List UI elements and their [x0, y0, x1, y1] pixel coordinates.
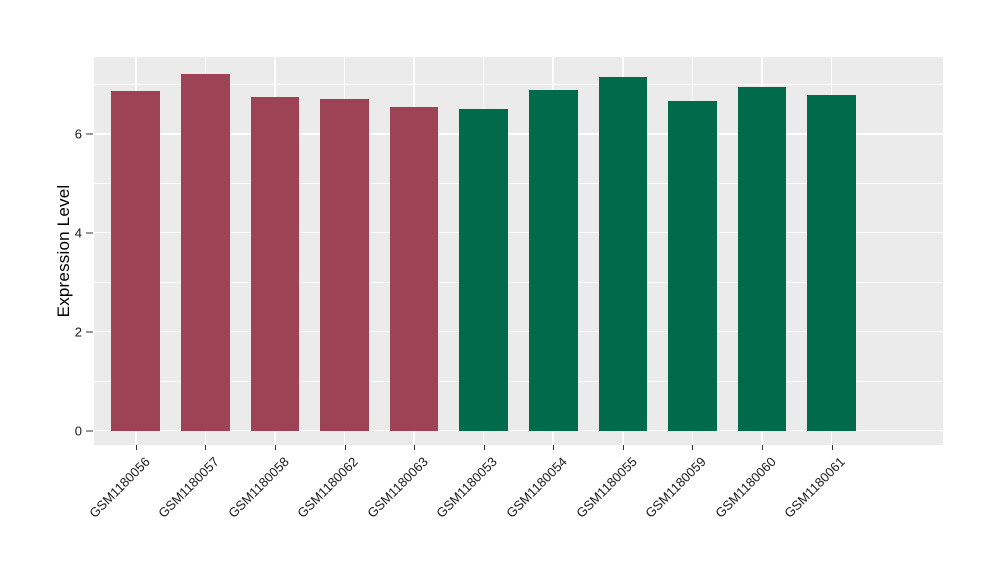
x-tick-mark-GSM1180063: [414, 445, 416, 450]
x-tick-label-GSM1180053: GSM1180053: [433, 454, 501, 521]
x-tick-label-GSM1180061: GSM1180061: [781, 454, 849, 521]
x-tick-label-GSM1180054: GSM1180054: [503, 454, 570, 521]
y-tick-label-2: 2: [74, 324, 82, 340]
gridline-major-y4: [94, 231, 943, 234]
x-tick-label-GSM1180062: GSM1180062: [294, 454, 362, 521]
x-tick-mark-GSM1180060: [762, 445, 764, 450]
bar-GSM1180054: [528, 89, 578, 431]
bar-GSM1180058: [250, 97, 300, 431]
bar-GSM1180055: [598, 77, 648, 431]
x-tick-label-GSM1180055: GSM1180055: [572, 454, 640, 521]
y-tick-mark-4: [86, 232, 93, 234]
x-tick-mark-GSM1180056: [135, 445, 137, 450]
x-tick-mark-GSM1180059: [692, 445, 694, 450]
gridline-major-y0: [94, 429, 943, 432]
y-tick-label-0: 0: [74, 423, 82, 439]
gridline-major-y2: [94, 330, 943, 333]
bar-GSM1180063: [389, 106, 439, 431]
x-tick-mark-GSM1180061: [831, 445, 833, 450]
x-tick-mark-GSM1180053: [483, 445, 485, 450]
x-tick-label-GSM1180057: GSM1180057: [155, 454, 222, 521]
gridline-minor-y3: [94, 281, 943, 283]
x-tick-label-GSM1180056: GSM1180056: [85, 454, 153, 521]
y-tick-label-6: 6: [74, 126, 82, 142]
bar-GSM1180062: [320, 99, 369, 431]
plot-panel: [94, 57, 943, 445]
bar-GSM1180059: [668, 101, 717, 431]
gridline-minor-y5: [94, 182, 943, 184]
y-tick-mark-6: [86, 133, 93, 135]
gridline-minor-y1: [94, 380, 943, 382]
x-tick-label-GSM1180063: GSM1180063: [364, 454, 431, 521]
bar-GSM1180056: [111, 91, 161, 431]
gridline-major-y6: [94, 132, 943, 135]
x-tick-mark-GSM1180062: [344, 445, 346, 450]
y-axis-title: Expression Level: [54, 184, 73, 318]
x-tick-mark-GSM1180057: [205, 445, 207, 450]
gridline-minor-y7: [94, 83, 943, 85]
x-tick-mark-GSM1180058: [274, 445, 276, 450]
x-tick-mark-GSM1180054: [553, 445, 555, 450]
x-tick-mark-GSM1180055: [622, 445, 624, 450]
x-tick-label-GSM1180058: GSM1180058: [224, 454, 292, 521]
x-tick-label-GSM1180060: GSM1180060: [712, 454, 779, 521]
y-tick-label-4: 4: [74, 225, 82, 241]
y-tick-mark-2: [86, 331, 93, 333]
bar-GSM1180057: [180, 74, 230, 431]
y-tick-mark-0: [86, 430, 93, 432]
bar-GSM1180053: [459, 108, 509, 431]
x-tick-label-GSM1180059: GSM1180059: [642, 454, 710, 521]
bar-GSM1180061: [807, 95, 856, 431]
bar-GSM1180060: [737, 86, 787, 431]
